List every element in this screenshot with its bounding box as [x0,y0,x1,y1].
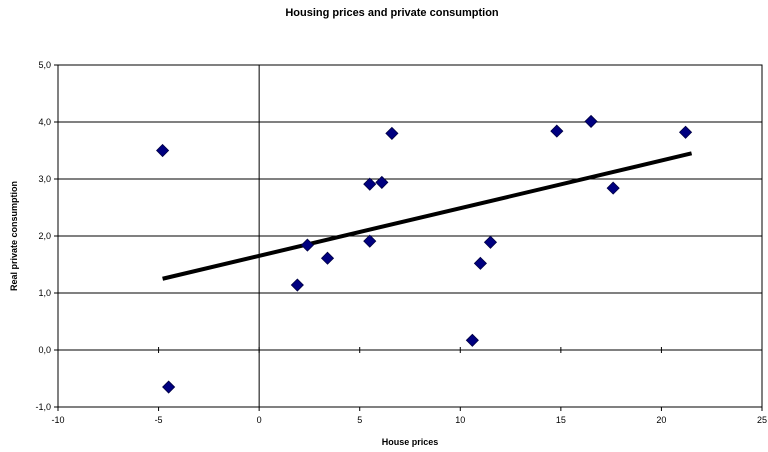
y-tick-label-4: 3,0 [38,174,51,184]
x-axis-ticks: -10 -5 0 5 10 15 20 25 [51,407,767,425]
x-tick-label-7: 25 [757,415,767,425]
y-tick-label-6: 5,0 [38,60,51,70]
data-point-3 [300,238,314,252]
trendline [162,151,693,281]
zero-axes [57,64,763,408]
x-tick-label-5: 15 [556,415,566,425]
data-point-12 [550,124,564,138]
y-tick-label-5: 4,0 [38,117,51,127]
data-point-11 [483,235,498,249]
x-tick-label-0: -10 [51,415,64,425]
data-point-10 [473,256,487,270]
y-axis-title: Real private consumption [9,181,19,291]
data-points [156,114,693,394]
chart-title: Housing prices and private consumption [285,7,499,19]
y-tick-label-0: -1,0 [35,402,51,412]
y-tick-label-3: 2,0 [38,231,51,241]
data-point-8 [385,126,399,140]
data-point-0 [156,143,170,158]
x-tick-label-6: 20 [656,415,666,425]
data-point-15 [679,125,693,139]
x-tick-label-2: 0 [257,415,262,425]
data-point-9 [465,333,479,347]
x-tick-label-4: 10 [455,415,465,425]
gridlines [58,121,762,351]
x-tick-label-1: -5 [155,415,163,425]
data-point-1 [162,380,176,394]
data-point-7 [375,175,389,189]
y-axis-ticks: -1,0 0,0 1,0 2,0 3,0 4,0 5,0 [35,60,58,412]
trendline-group [162,151,693,281]
y-tick-label-2: 1,0 [38,288,51,298]
data-point-4 [320,251,335,265]
x-axis-title: House prices [382,437,439,447]
data-point-13 [584,114,598,128]
data-point-14 [606,181,620,195]
y-tick-label-1: 0,0 [38,345,51,355]
data-point-2 [290,278,304,292]
data-point-5 [363,177,377,191]
x-tick-label-3: 5 [357,415,362,425]
data-point-6 [363,234,377,248]
